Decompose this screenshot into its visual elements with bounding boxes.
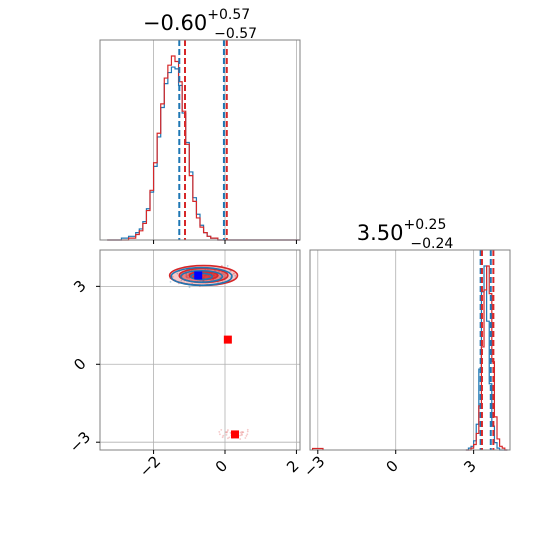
panel-2-sample-point — [185, 273, 188, 276]
panel-2-joint-distribution: −2 0 2 −3 0 3 — [66, 249, 303, 481]
panel-1-histogram-series-b — [107, 55, 300, 241]
panel-1-histogram-series-a — [107, 66, 300, 241]
panel-3-title-upper: +0.25 — [403, 217, 446, 233]
panel-3-title: 3.50+0.25 −0.24 — [357, 217, 454, 252]
panel-2-sample-point — [233, 272, 235, 275]
panel-2-x-tick-label: −2 — [136, 452, 164, 480]
panel-2-sample-point — [240, 431, 243, 433]
panel-2-y-tick-label: 3 — [70, 277, 89, 296]
panel-3-quantile-lines — [479, 250, 495, 450]
panel-2-x-tick-label: 0 — [212, 457, 231, 476]
panel-3-title-lower: −0.24 — [410, 236, 453, 252]
panel-2-markers — [194, 271, 239, 439]
panel-2-sample-point — [185, 276, 188, 279]
panel-2-sample-points — [169, 264, 249, 440]
panel-2-sample-point — [218, 433, 221, 436]
panel-3-marginal-histogram: −3 0 3 3.50+0.25 −0.24 — [300, 217, 511, 481]
panel-2-sample-point — [220, 264, 223, 267]
panel-2-marker — [231, 430, 239, 439]
panel-2-sample-point — [222, 273, 225, 276]
panel-2-sample-point — [227, 429, 229, 431]
panel-2-sample-point — [240, 432, 243, 435]
panel-2-sample-point — [185, 275, 187, 278]
panel-2-sample-point — [221, 436, 224, 439]
panel-2-sample-point — [242, 431, 245, 434]
panel-3-x-tick-label: −3 — [300, 452, 328, 480]
panel-2-marker — [194, 271, 203, 280]
panel-3-frame — [309, 249, 511, 451]
panel-3-histograms — [311, 265, 508, 451]
panel-2-sample-point — [246, 428, 249, 431]
panel-2-sample-point — [239, 434, 242, 437]
panel-1-title-value: −0.60 — [143, 11, 207, 35]
panel-1-title-lower: −0.57 — [214, 26, 257, 42]
panel-2-sample-point — [188, 286, 191, 289]
panel-2-sample-point — [239, 438, 242, 440]
panel-2-sample-point — [171, 275, 174, 278]
panel-3-ticks: −3 0 3 — [300, 450, 480, 481]
panel-3-x-tick-label: 0 — [382, 457, 401, 476]
panel-2-contour-series-a — [180, 269, 224, 283]
panel-3-grid — [317, 250, 475, 450]
panel-2-sample-point — [225, 434, 228, 436]
panel-2-contour-series-a — [170, 266, 233, 287]
panel-2-sample-point — [244, 437, 247, 439]
panel-3-x-tick-label: 3 — [460, 457, 479, 476]
panel-2-sample-point — [186, 276, 189, 279]
panel-1-title-upper: +0.57 — [207, 7, 250, 23]
panel-2-y-tick-label: −3 — [66, 428, 94, 456]
panel-2-sample-point — [180, 279, 183, 282]
panel-3-histogram-tail — [311, 447, 324, 450]
panel-2-sample-point — [186, 274, 188, 277]
panel-2-sample-point — [176, 272, 179, 275]
panel-1-ticks — [153, 240, 297, 244]
panel-2-sample-point — [222, 434, 225, 437]
panel-2-sample-point — [229, 269, 232, 272]
panel-2-sample-point — [234, 274, 237, 277]
panel-2-sample-point — [169, 281, 172, 283]
panel-2-sample-point — [241, 431, 244, 433]
panel-2-sample-point — [229, 431, 232, 434]
panel-1-quantile-lines — [178, 40, 228, 240]
panel-2-sample-point — [241, 433, 244, 436]
panel-2-sample-point — [246, 430, 249, 433]
panel-3-title-value: 3.50 — [357, 221, 404, 245]
panel-3-histogram-series-a — [465, 265, 508, 451]
panel-2-sample-point — [225, 431, 228, 434]
panel-2-y-tick-label: 0 — [70, 355, 89, 374]
panel-3-histogram-series-b — [465, 265, 508, 451]
panel-2-frame — [99, 249, 301, 451]
panel-2-sample-point — [228, 436, 231, 439]
panel-2-sample-point — [239, 431, 242, 434]
panel-1-histograms — [107, 55, 300, 241]
panel-2-sample-point — [226, 430, 229, 433]
panel-2-marker — [223, 335, 232, 344]
panel-2-sample-point — [218, 431, 221, 433]
panel-2-contours — [168, 264, 239, 287]
panel-2-sample-point — [225, 431, 227, 433]
panel-2-sample-point — [187, 276, 190, 279]
panel-1-grid — [153, 40, 297, 240]
panel-2-sample-point — [226, 265, 229, 267]
panel-2-sample-point — [245, 435, 248, 437]
panel-1-frame — [99, 39, 301, 241]
panel-1-title: −0.60+0.57 −0.57 — [143, 7, 257, 42]
panel-1-marginal-histogram: −0.60+0.57 −0.57 — [99, 7, 301, 244]
panel-2-sample-point — [227, 437, 229, 440]
panel-2-sample-point — [220, 429, 223, 431]
panel-2-sample-point — [218, 270, 220, 273]
panel-2-sample-point — [246, 433, 249, 436]
panel-2-x-tick-label: 2 — [283, 457, 302, 476]
